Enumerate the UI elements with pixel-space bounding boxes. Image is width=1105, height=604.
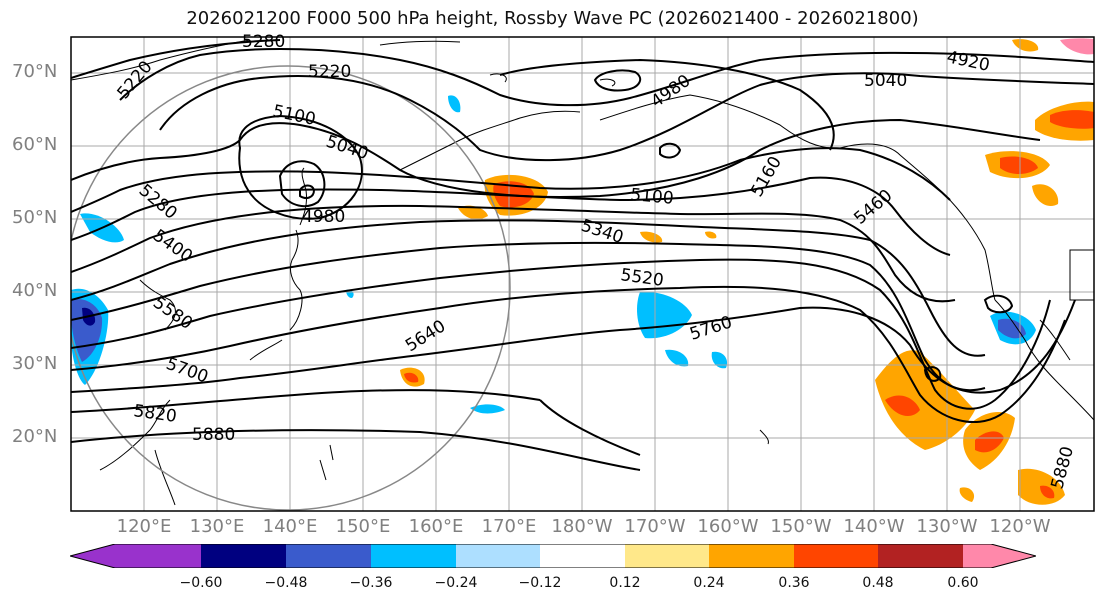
lat-label: 40°N	[12, 280, 58, 301]
lon-label: 160°W	[697, 516, 759, 537]
lon-label: 180°W	[551, 516, 613, 537]
lat-label: 20°N	[12, 426, 58, 447]
lon-label: 150°E	[335, 516, 391, 537]
contour-label: 5100	[271, 101, 317, 130]
map-title: 2026021200 F000 500 hPa height, Rossby W…	[186, 8, 919, 29]
map-frame	[70, 36, 1095, 512]
colorbar-tick-label: 0.12	[609, 575, 641, 591]
lon-label: 140°E	[262, 516, 318, 537]
contour-label: 5400	[149, 226, 196, 267]
lon-label: 130°W	[916, 516, 978, 537]
lon-label: 140°W	[843, 516, 905, 537]
colorbar-tick-label: −0.24	[434, 575, 478, 591]
colorbar-tick-label: −0.48	[264, 575, 308, 591]
lat-label: 60°N	[12, 134, 58, 155]
colorbar-tick-label: 0.48	[862, 575, 894, 591]
colorbar-bin	[794, 544, 878, 568]
contour-label: 4980	[647, 71, 694, 112]
lat-label: 30°N	[12, 353, 58, 374]
height-contours	[71, 39, 1094, 471]
lon-label: 130°E	[189, 516, 245, 537]
colorbar-bin	[201, 544, 286, 568]
colorbar	[70, 544, 1036, 568]
contour-label: 5280	[135, 181, 181, 224]
colorbar-tick-label: −0.36	[349, 575, 393, 591]
contour-label: 4920	[945, 47, 991, 76]
contour-label: 5220	[114, 57, 157, 103]
contour-label: 5880	[192, 425, 235, 445]
colorbar-bin	[540, 544, 625, 568]
contour-label: 5280	[242, 32, 285, 52]
contour-label: 4980	[302, 207, 345, 227]
colorbar-tick-label: 0.36	[778, 575, 810, 591]
contour-label: 5220	[308, 62, 351, 82]
contour-label: 5040	[864, 71, 907, 91]
contour-label: 5160	[747, 153, 786, 200]
contour-label: 5100	[630, 185, 675, 209]
colorbar-tick-label: 0.24	[693, 575, 725, 591]
colorbar-tick-label: −0.12	[518, 575, 562, 591]
colorbar-high-extend	[963, 544, 1036, 568]
reference-circle	[71, 65, 511, 511]
colorbar-bin	[286, 544, 371, 568]
colorbar-bin	[709, 544, 794, 568]
lat-label: 70°N	[12, 61, 58, 82]
lon-label: 120°W	[989, 516, 1051, 537]
contour-label: 5640	[402, 316, 449, 356]
lon-label: 150°W	[770, 516, 832, 537]
lat-label: 50°N	[12, 207, 58, 228]
colorbar-bin	[456, 544, 540, 568]
contour-label: 5040	[323, 132, 370, 164]
contour-label: 5700	[163, 354, 210, 388]
colorbar-low-extend	[70, 544, 201, 568]
colorbar-tick-label: 0.60	[947, 575, 979, 591]
colorbar-bin	[625, 544, 709, 568]
lon-label: 120°E	[116, 516, 172, 537]
lon-label: 170°E	[481, 516, 537, 537]
contour-label: 5460	[850, 186, 896, 229]
lon-label: 160°E	[408, 516, 464, 537]
colorbar-bin	[371, 544, 456, 568]
contour-label: 5880	[1048, 444, 1079, 491]
lon-label: 170°W	[624, 516, 686, 537]
colorbar-tick-label: −0.60	[179, 575, 223, 591]
colorbar-bin	[878, 544, 963, 568]
contour-label: 5520	[619, 265, 665, 291]
